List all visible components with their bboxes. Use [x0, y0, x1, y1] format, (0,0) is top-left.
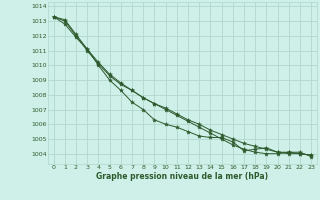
X-axis label: Graphe pression niveau de la mer (hPa): Graphe pression niveau de la mer (hPa) [96, 172, 268, 181]
